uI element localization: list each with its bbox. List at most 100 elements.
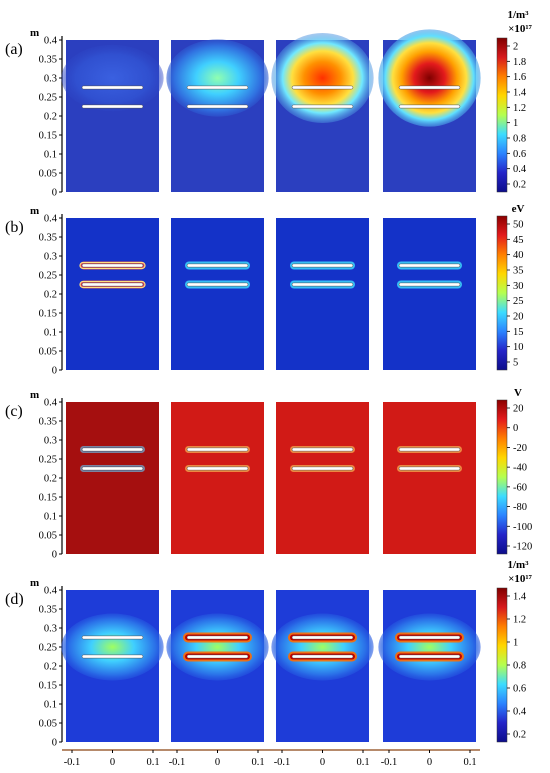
y-tick-label: 0.05 [39,169,57,180]
density-cloud [61,44,164,112]
panel-b: (b) m 0.4 0.35 0.3 0.25 0.2 0.15 0.1 0.05 0 50 45 40 3… [5,203,524,377]
upper-electrode [81,447,144,452]
density-cloud [166,613,269,681]
colorbar: 20 0 -20 -40 -60 -80 -100 -120 V [496,387,532,555]
field-background [383,218,476,370]
subplot-4 [383,402,476,554]
y-tick-label: 0.05 [39,531,57,542]
colorbar-gradient [496,587,508,743]
subplot-2 [166,39,269,192]
x-tick-label: -0.1 [64,757,81,768]
upper-electrode [398,635,461,640]
colorbar-tick-label: 0.4 [513,707,527,718]
subplot-1 [61,590,164,742]
y-axis-unit: m [30,389,39,401]
y-tick-label: 0.25 [39,271,57,282]
y-tick-label: 0.35 [39,605,57,616]
colorbar-gradient [496,399,508,555]
y-tick-label: 0.4 [44,398,58,409]
colorbar-tick-label: 50 [513,220,524,231]
colorbar-tick-label: 0.8 [513,134,526,145]
y-tick-label: 0.05 [39,347,57,358]
colorbar-unit: 1/m³ [507,559,529,571]
field-background [276,218,369,370]
upper-electrode [398,85,461,90]
density-cloud [378,29,481,127]
y-tick-label: 0.3 [44,436,57,447]
colorbar-multiplier: ×10¹⁷ [508,573,533,585]
upper-electrode [81,635,144,640]
colorbar-tick-label: 20 [513,404,524,415]
y-tick-label: 0.2 [44,112,57,123]
upper-electrode [291,635,354,640]
colorbar-tick-label: -20 [513,443,527,454]
upper-electrode [186,447,249,452]
x-tick-label: 0 [427,757,432,768]
y-tick-label: 0.35 [39,55,57,66]
colorbar-gradient [496,215,508,371]
x-tick-label: 0.1 [463,757,476,768]
colorbar-tick-label: 0.6 [513,684,526,695]
colorbar-tick-label: 0.2 [513,730,526,741]
x-axis: -0.1 0 0.1 -0.1 0 0.1 -0.1 0 0.1 -0.1 0 0.1 [62,749,480,768]
subplot-3 [271,590,374,742]
subplot-4 [383,218,476,370]
field-background [171,218,264,370]
y-tick-label: 0.15 [39,309,57,320]
y-tick-label: 0.3 [44,624,57,635]
panel-c: (c) m 0.4 0.35 0.3 0.25 0.2 0.15 0.1 0.05 0 20 0 -20 -… [5,387,532,561]
density-cloud [166,39,269,117]
x-tick-label: 0.1 [356,757,369,768]
y-tick-label: 0.15 [39,131,57,142]
y-tick-label: 0 [52,188,57,199]
lower-electrode [398,104,461,109]
upper-electrode [398,263,461,268]
y-tick-label: 0.1 [44,700,57,711]
lower-electrode [291,282,354,287]
subplot-3 [276,402,369,554]
y-tick-label: 0.25 [39,643,57,654]
x-tick-label: 0 [110,757,115,768]
lower-electrode [186,466,249,471]
colorbar-tick-label: 1.8 [513,57,526,68]
y-tick-label: 0.1 [44,512,57,523]
x-tick-label: -0.1 [274,757,291,768]
y-tick-label: 0.2 [44,662,57,673]
upper-electrode [291,263,354,268]
y-tick-label: 0 [52,738,57,749]
subplot-2 [171,402,264,554]
lower-electrode [81,104,144,109]
y-axis-unit: m [30,577,39,589]
y-tick-label: 0.25 [39,455,57,466]
colorbar-tick-label: 35 [513,266,524,277]
y-tick-label: 0.4 [44,36,58,47]
x-tick-label: 0 [215,757,220,768]
colorbar-tick-label: 40 [513,250,524,261]
subplot-1 [66,402,159,554]
panel-label: (b) [5,219,24,236]
y-axis-unit: m [30,205,39,217]
density-cloud [271,33,374,123]
y-tick-label: 0.2 [44,290,57,301]
colorbar-tick-label: -100 [513,522,532,533]
subplot-4 [378,590,481,742]
colorbar-tick-label: 5 [513,358,518,369]
colorbar-tick-label: 0 [513,423,518,434]
subplot-1 [61,40,164,192]
colorbar-tick-label: -120 [513,542,532,553]
upper-electrode [291,85,354,90]
colorbar: 2 1.8 1.6 1.4 1.2 1 0.8 0.6 0.4 0.2 1/m³ ×10¹⁷ [496,9,533,193]
x-tick-label: 0.1 [146,757,159,768]
lower-electrode [291,466,354,471]
upper-electrode [186,263,249,268]
subplot-2 [166,590,269,742]
field-background [66,218,159,370]
colorbar-tick-label: 1.6 [513,72,526,83]
y-tick-label: 0.15 [39,493,57,504]
y-tick-label: 0 [52,550,57,561]
colorbar-tick-label: 0.4 [513,164,527,175]
colorbar-tick-label: -40 [513,463,527,474]
panel-d: (d)m0.40.350.30.250.20.150.10.0501.41.21… [5,559,533,749]
upper-electrode [186,85,249,90]
colorbar-tick-label: 1.2 [513,615,526,626]
